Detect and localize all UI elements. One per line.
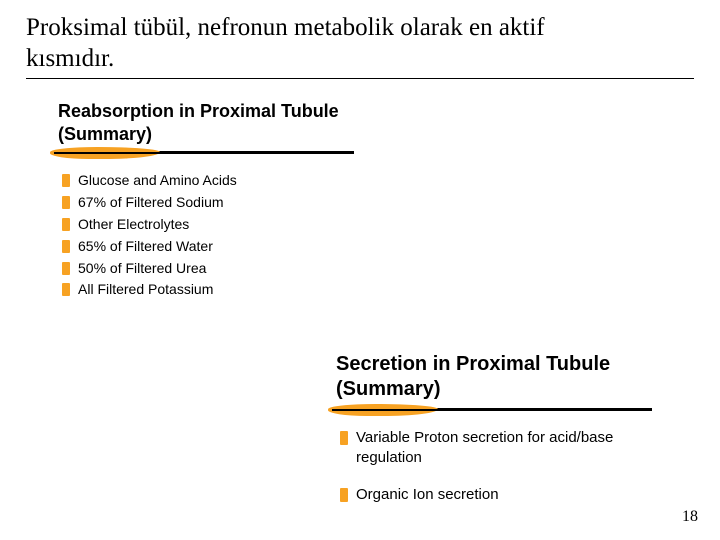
bullet-icon (340, 431, 348, 445)
list-item: Organic Ion secretion (340, 485, 700, 505)
list-item-label: All Filtered Potassium (78, 280, 213, 299)
list-item: 65% of Filtered Water (62, 237, 402, 256)
list-item: Other Electrolytes (62, 215, 402, 234)
list-item-label: 50% of Filtered Urea (78, 259, 206, 278)
bullet-icon (62, 196, 70, 209)
bullet-icon (340, 488, 348, 502)
reabsorption-list: Glucose and Amino Acids 67% of Filtered … (40, 171, 402, 299)
page-number: 18 (682, 508, 698, 526)
list-item-label: Other Electrolytes (78, 215, 189, 234)
list-item-label: Glucose and Amino Acids (78, 171, 237, 190)
title-underline (26, 78, 694, 79)
list-item: All Filtered Potassium (62, 280, 402, 299)
reabsorption-card: Reabsorption in Proximal Tubule (Summary… (40, 94, 402, 314)
list-item-label: 67% of Filtered Sodium (78, 193, 224, 212)
bullet-icon (62, 218, 70, 231)
list-item-label: Organic Ion secretion (356, 485, 499, 505)
list-item: Glucose and Amino Acids (62, 171, 402, 190)
secretion-list: Variable Proton secretion for acid/base … (318, 428, 700, 505)
list-item: 50% of Filtered Urea (62, 259, 402, 278)
bullet-icon (62, 283, 70, 296)
list-item: Variable Proton secretion for acid/base … (340, 428, 700, 469)
bullet-icon (62, 262, 70, 275)
secretion-heading: Secretion in Proximal Tubule (Summary) (318, 346, 700, 402)
divider-swoosh (332, 404, 700, 418)
reabsorption-heading: Reabsorption in Proximal Tubule (Summary… (40, 94, 402, 145)
bullet-icon (62, 240, 70, 253)
list-item: 67% of Filtered Sodium (62, 193, 402, 212)
divider-swoosh (54, 147, 402, 161)
list-item-label: 65% of Filtered Water (78, 237, 213, 256)
bullet-icon (62, 174, 70, 187)
slide-title: Proksimal tübül, nefronun metabolik olar… (26, 12, 586, 75)
secretion-card: Secretion in Proximal Tubule (Summary) V… (318, 346, 700, 532)
list-item-label: Variable Proton secretion for acid/base … (356, 428, 682, 469)
